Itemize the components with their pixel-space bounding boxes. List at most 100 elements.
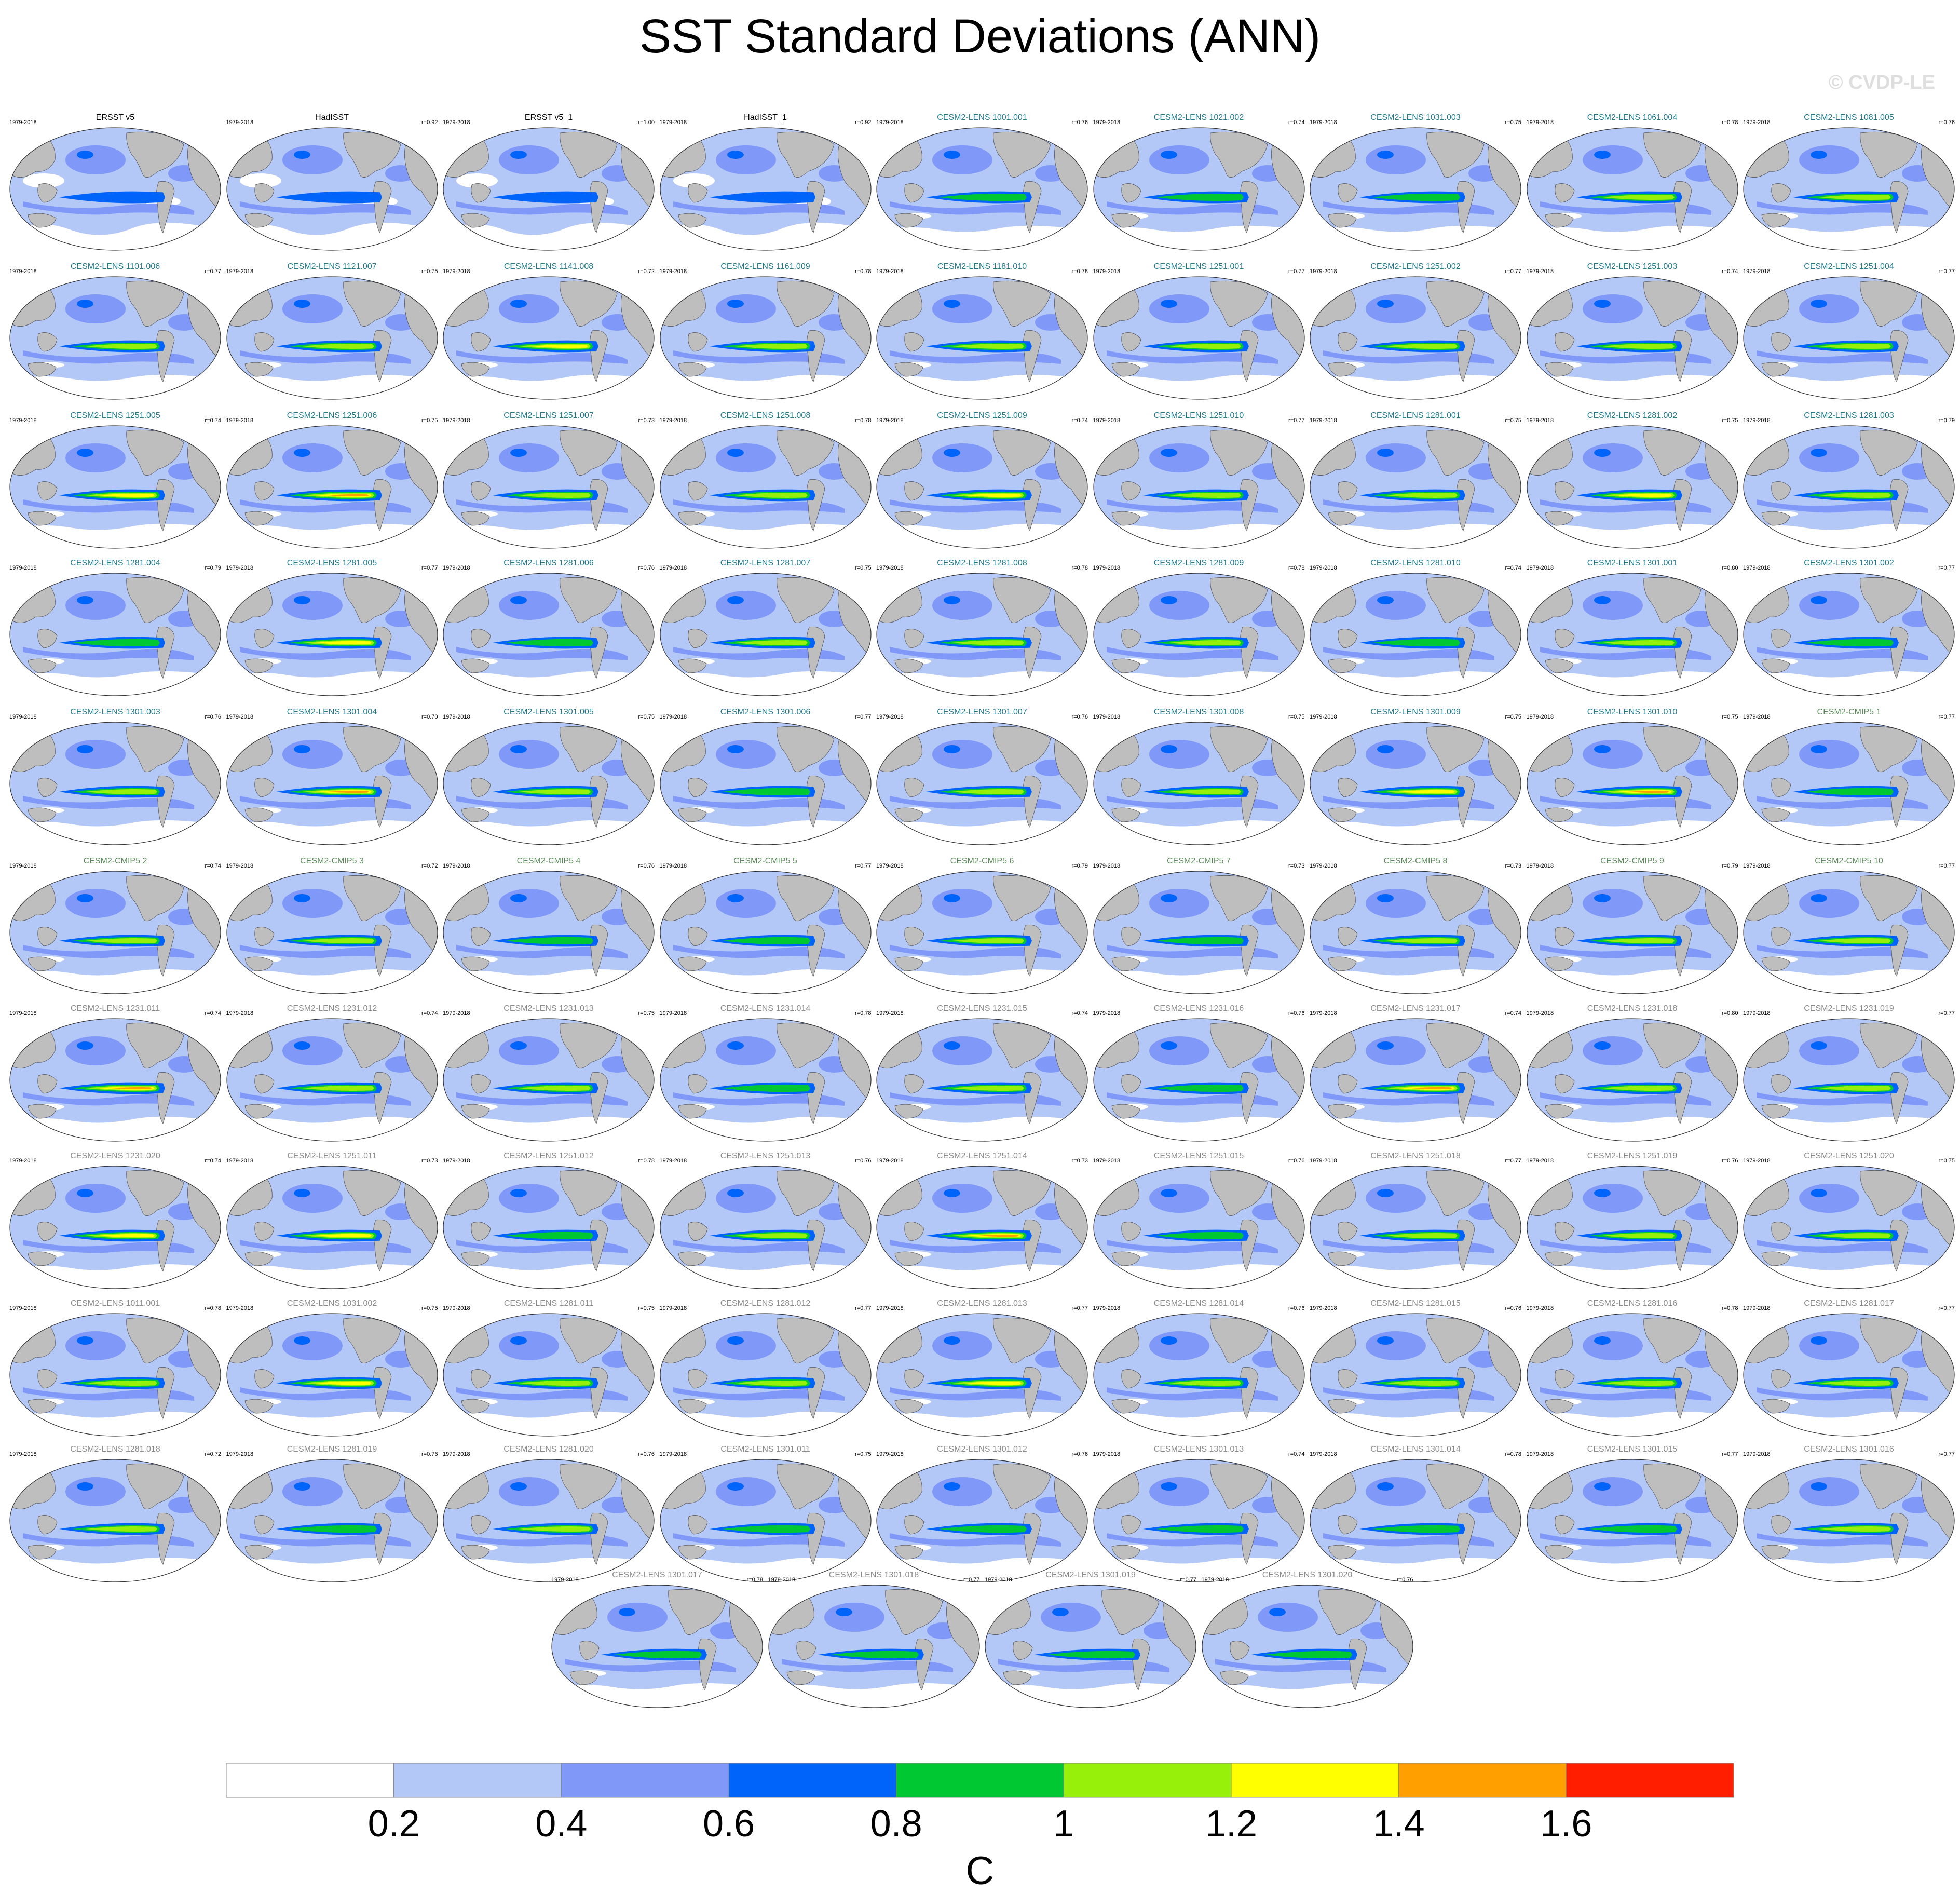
map-panel: CESM2-LENS 1281.007 1979-2018 r=0.75 xyxy=(658,556,874,703)
sst-std-map xyxy=(1310,1018,1521,1142)
panel-pattern-correlation: r=0.78 xyxy=(746,1577,764,1583)
panel-years: 1979-2018 xyxy=(659,565,687,571)
sst-std-map xyxy=(1093,1166,1305,1289)
panel-title: CESM2-LENS 1281.005 xyxy=(287,559,377,567)
panel-title: CESM2-LENS 1231.017 xyxy=(1370,1004,1461,1013)
panel-pattern-correlation: r=0.74 xyxy=(205,863,222,869)
sst-std-map xyxy=(985,1585,1196,1708)
map-panel: CESM2-LENS 1251.005 1979-2018 r=0.74 xyxy=(7,408,223,556)
panel-years: 1979-2018 xyxy=(659,119,687,126)
sst-std-map xyxy=(876,1018,1088,1142)
map-panel: CESM2-LENS 1281.004 1979-2018 r=0.79 xyxy=(7,556,223,703)
colorbar-tick-label: 1.4 xyxy=(1372,1803,1425,1845)
map-panel: CESM2-LENS 1281.006 1979-2018 r=0.76 xyxy=(441,556,657,703)
panel-title: CESM2-LENS 1021.002 xyxy=(1153,113,1244,122)
panel-years: 1979-2018 xyxy=(659,1158,687,1164)
panel-title: CESM2-LENS 1301.004 xyxy=(287,708,377,716)
panel-pattern-correlation: r=0.77 xyxy=(1288,417,1305,424)
panel-years: 1979-2018 xyxy=(1310,1451,1337,1457)
colorbar-swatch xyxy=(1231,1763,1399,1798)
map-panel: CESM2-LENS 1301.003 1979-2018 r=0.76 xyxy=(7,705,223,852)
panel-pattern-correlation: r=0.77 xyxy=(1505,268,1522,275)
map-panel: CESM2-LENS 1301.019 1979-2018 r=0.77 xyxy=(983,1567,1199,1715)
map-panel: CESM2-LENS 1301.017 1979-2018 r=0.78 xyxy=(549,1567,765,1715)
panel-pattern-correlation: r=0.80 xyxy=(1722,1010,1738,1017)
panel-years: 1979-2018 xyxy=(1743,565,1771,571)
panel-pattern-correlation: r=0.75 xyxy=(638,1010,655,1017)
panel-title: CESM2-LENS 1281.011 xyxy=(503,1299,594,1308)
panel-title: CESM2-LENS 1231.019 xyxy=(1804,1004,1894,1013)
map-panel: CESM2-CMIP5 10 1979-2018 r=0.77 xyxy=(1741,854,1957,1001)
sst-std-map xyxy=(1743,425,1955,549)
panel-pattern-correlation: r=0.73 xyxy=(1071,1158,1088,1164)
panel-title: CESM2-LENS 1281.020 xyxy=(503,1445,594,1454)
panel-title: CESM2-CMIP5 4 xyxy=(516,857,581,865)
sst-std-map xyxy=(443,1018,655,1142)
panel-title: CESM2-LENS 1101.006 xyxy=(70,262,160,271)
sst-std-map xyxy=(1093,871,1305,994)
sst-std-map xyxy=(659,425,872,549)
colorbar-swatch xyxy=(226,1763,394,1798)
panel-title: CESM2-LENS 1251.019 xyxy=(1587,1152,1678,1160)
panel-pattern-correlation: r=0.77 xyxy=(205,268,222,275)
panel-title: CESM2-LENS 1251.012 xyxy=(503,1152,594,1160)
panel-title: CESM2-LENS 1251.009 xyxy=(937,411,1027,420)
sst-std-map xyxy=(9,1459,221,1582)
panel-years: 1979-2018 xyxy=(226,1451,254,1457)
panel-years: 1979-2018 xyxy=(551,1577,579,1583)
sst-std-map xyxy=(443,276,655,400)
panel-pattern-correlation: r=0.75 xyxy=(1505,119,1522,126)
panel-years: 1979-2018 xyxy=(226,1305,254,1311)
map-panel: CESM2-LENS 1251.008 1979-2018 r=0.78 xyxy=(658,408,874,556)
panel-years: 1979-2018 xyxy=(659,714,687,720)
panel-years: 1979-2018 xyxy=(1526,119,1554,126)
panel-years: 1979-2018 xyxy=(1526,565,1554,571)
panel-title: CESM2-LENS 1251.018 xyxy=(1370,1152,1461,1160)
panel-years: 1979-2018 xyxy=(1093,565,1121,571)
sst-std-map xyxy=(1201,1585,1413,1708)
map-panel: CESM2-LENS 1301.002 1979-2018 r=0.77 xyxy=(1741,556,1957,703)
map-panel: CESM2-LENS 1231.017 1979-2018 r=0.74 xyxy=(1308,1001,1523,1148)
colorbar-swatch xyxy=(561,1763,729,1798)
sst-std-map xyxy=(226,276,438,400)
sst-std-map xyxy=(1526,722,1738,845)
map-panel: CESM2-CMIP5 2 1979-2018 r=0.74 xyxy=(7,854,223,1001)
panel-pattern-correlation: r=0.74 xyxy=(1722,268,1738,275)
colorbar-swatch xyxy=(1398,1763,1567,1798)
panel-years: 1979-2018 xyxy=(876,1305,904,1311)
map-panel: CESM2-LENS 1301.015 1979-2018 r=0.77 xyxy=(1525,1442,1740,1589)
panel-pattern-correlation: r=0.78 xyxy=(1288,565,1305,571)
panel-pattern-correlation: r=0.75 xyxy=(638,1305,655,1311)
sst-std-map xyxy=(1743,1166,1955,1289)
panel-title: CESM2-LENS 1301.018 xyxy=(828,1571,919,1579)
map-panel: CESM2-LENS 1231.020 1979-2018 r=0.74 xyxy=(7,1148,223,1296)
panel-title: CESM2-LENS 1301.011 xyxy=(720,1445,810,1454)
sst-std-map xyxy=(443,1459,655,1582)
map-panel: CESM2-LENS 1251.012 1979-2018 r=0.78 xyxy=(441,1148,657,1296)
panel-pattern-correlation: r=0.75 xyxy=(855,1451,872,1457)
sst-std-map xyxy=(1526,1166,1738,1289)
map-panel: CESM2-LENS 1251.003 1979-2018 r=0.74 xyxy=(1525,259,1740,407)
panel-title: CESM2-LENS 1251.011 xyxy=(287,1152,377,1160)
panel-pattern-correlation: r=0.75 xyxy=(855,565,872,571)
panel-title: HadISST_1 xyxy=(744,113,787,122)
sst-std-map xyxy=(9,573,221,696)
panel-years: 1979-2018 xyxy=(1743,268,1771,275)
panel-years: 1979-2018 xyxy=(1526,1010,1554,1017)
map-panel: CESM2-LENS 1301.020 1979-2018 r=0.76 xyxy=(1200,1567,1415,1715)
panel-years: 1979-2018 xyxy=(1093,417,1121,424)
panel-years: 1979-2018 xyxy=(1310,1305,1337,1311)
panel-pattern-correlation: r=0.77 xyxy=(855,714,872,720)
map-panel: ERSST v5_1 1979-2018 r=1.00 xyxy=(441,110,657,258)
map-panel: CESM2-LENS 1231.011 1979-2018 r=0.74 xyxy=(7,1001,223,1148)
panel-years: 1979-2018 xyxy=(9,268,37,275)
panel-title: CESM2-LENS 1011.001 xyxy=(70,1299,160,1308)
panel-years: 1979-2018 xyxy=(1093,1451,1121,1457)
panel-years: 1979-2018 xyxy=(1310,1010,1337,1017)
panel-years: 1979-2018 xyxy=(1093,1158,1121,1164)
panel-title: CESM2-LENS 1251.014 xyxy=(937,1152,1027,1160)
sst-std-map xyxy=(443,573,655,696)
sst-std-map xyxy=(1310,1459,1521,1582)
sst-std-map xyxy=(9,1018,221,1142)
map-panel: CESM2-LENS 1101.006 1979-2018 r=0.77 xyxy=(7,259,223,407)
